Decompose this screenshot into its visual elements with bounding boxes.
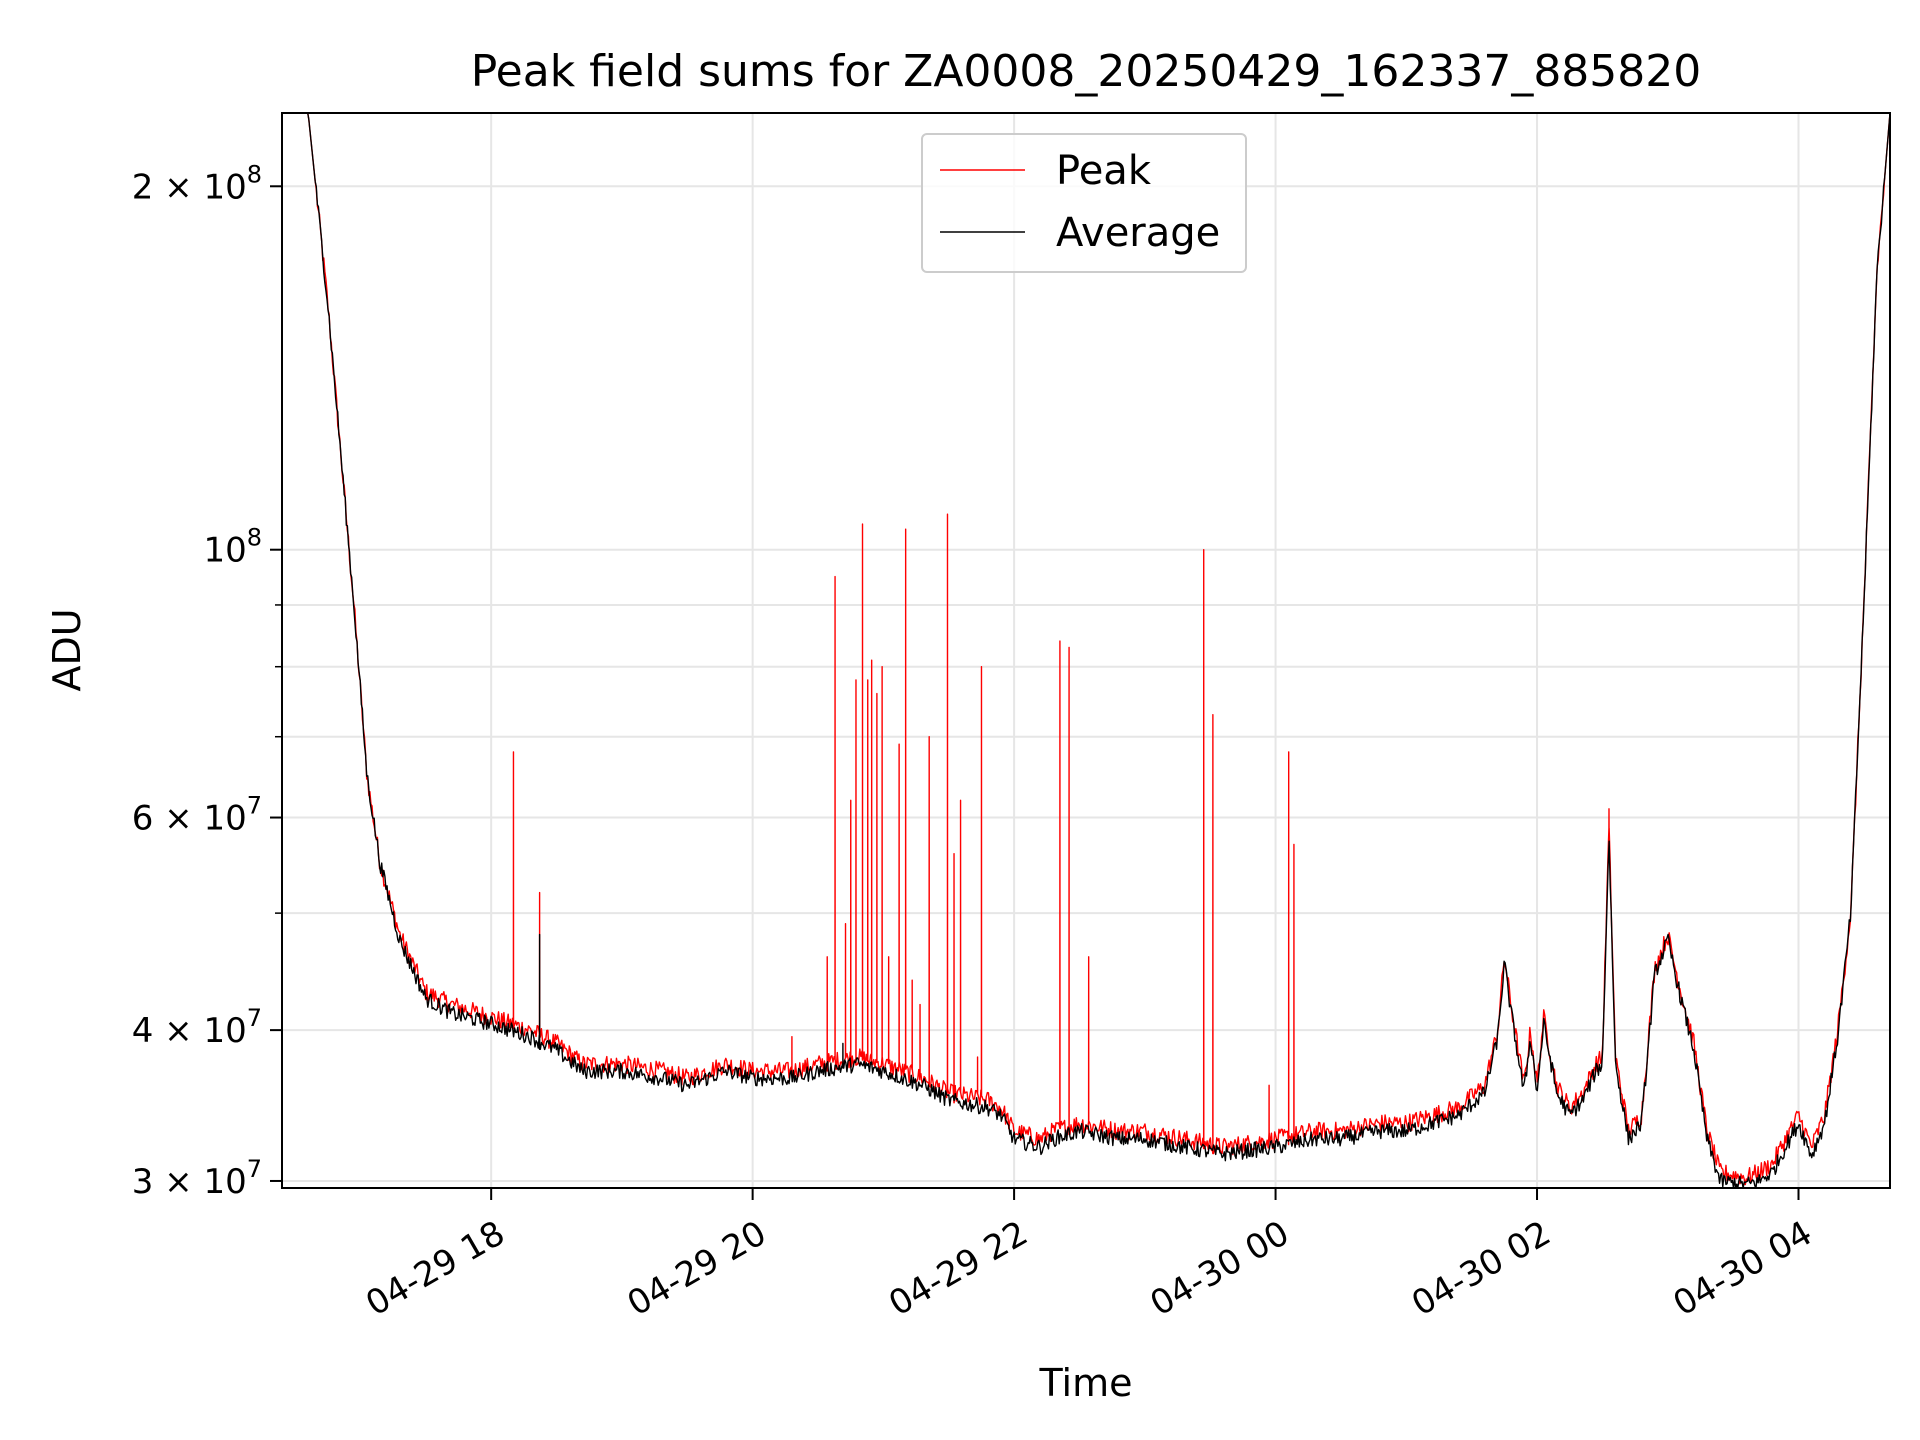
x-axis-label: Time [1039, 1361, 1133, 1405]
series-line-average [282, 112, 1891, 1189]
chart-title: Peak field sums for ZA0008_20250429_1623… [471, 46, 1702, 97]
plot-frame [281, 112, 1891, 1189]
y-tick-label-exponent: 8 [247, 160, 262, 188]
y-tick-label-exponent: 8 [247, 524, 262, 552]
plot-area [282, 113, 1890, 1188]
y-tick-label: 108 [203, 524, 262, 571]
y-tick-label: 4 × 107 [132, 1004, 262, 1051]
y-tick-label: 2 × 108 [132, 160, 262, 207]
y-tick-label-exponent: 7 [247, 1004, 262, 1032]
y-tick-label-exponent: 7 [247, 792, 262, 820]
y-tick-label: 3 × 107 [132, 1155, 262, 1202]
y-tick-label-base: 10 [203, 531, 246, 571]
y-tick-label-base: 6 × 10 [132, 799, 247, 839]
legend: Peak Average [921, 133, 1247, 273]
y-tick-label-base: 4 × 10 [132, 1011, 247, 1051]
legend-box [921, 133, 1247, 273]
series-lines [282, 112, 1891, 1189]
y-tick-label-base: 3 × 10 [132, 1162, 247, 1202]
y-axis-label: ADU [45, 608, 89, 691]
legend-label-peak: Peak [1056, 148, 1152, 194]
y-tick-label: 6 × 107 [132, 792, 262, 839]
y-tick-label-base: 2 × 10 [132, 167, 247, 207]
y-tick-label-exponent: 7 [247, 1155, 262, 1183]
legend-label-average: Average [1056, 210, 1220, 256]
